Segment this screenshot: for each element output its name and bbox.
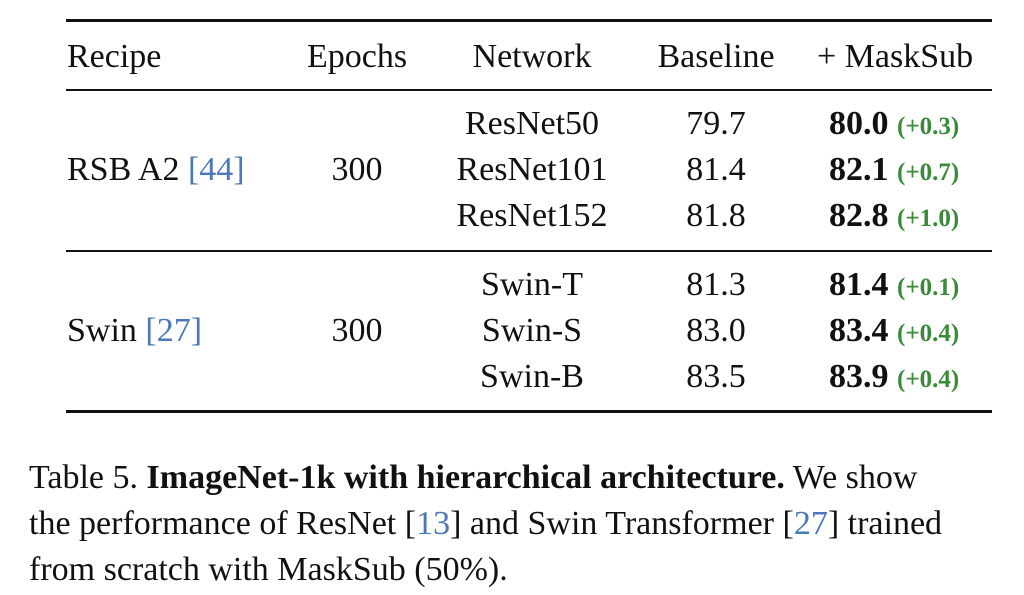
network-cell: ResNet50: [464, 105, 600, 142]
delta-value: (+0.3): [897, 113, 960, 140]
masksub-cell: 83.9 (+0.4): [829, 358, 960, 395]
header-network: Network: [472, 38, 592, 75]
table-bottom-rule: [66, 410, 992, 413]
header-masksub: + MaskSub: [817, 38, 974, 75]
caption-line-2: the performance of ResNet [13] and Swin …: [29, 505, 943, 542]
masksub-cell: 82.1 (+0.7): [829, 151, 960, 188]
caption-line-1: Table 5. ImageNet-1k with hierarchical a…: [29, 459, 918, 496]
caption-title: ImageNet-1k with hierarchical architectu…: [146, 459, 785, 496]
citation-link[interactable]: [44]: [187, 151, 245, 188]
network-cell: Swin-B: [480, 358, 584, 395]
header-epochs: Epochs: [306, 38, 408, 75]
citation-link[interactable]: 27: [793, 505, 828, 542]
epochs-rsb-a2: 300: [331, 151, 383, 188]
baseline-cell: 79.7: [686, 105, 746, 142]
table-caption: Table 5. ImageNet-1k with hierarchical a…: [29, 455, 1024, 593]
header-baseline: Baseline: [657, 38, 775, 75]
table-top-rule: [66, 19, 992, 22]
caption-line-3: from scratch with MaskSub (50%).: [29, 551, 508, 588]
baseline-cell: 83.0: [686, 312, 746, 349]
masksub-cell: 82.8 (+1.0): [829, 197, 960, 234]
caption-label: Table 5.: [29, 459, 139, 496]
network-cell: Swin-T: [481, 266, 583, 303]
citation-link[interactable]: [27]: [145, 312, 203, 349]
masksub-cell: 80.0 (+0.3): [829, 105, 960, 142]
network-cell: ResNet101: [456, 151, 608, 188]
masksub-cell: 81.4 (+0.1): [829, 266, 960, 303]
masksub-cell: 83.4 (+0.4): [829, 312, 960, 349]
baseline-cell: 83.5: [686, 358, 746, 395]
table-group-rule: [66, 250, 992, 252]
delta-value: (+0.4): [897, 320, 960, 347]
table-header-rule: [66, 89, 992, 91]
baseline-cell: 81.4: [686, 151, 746, 188]
recipe-rsb-a2: RSB A2 [44]: [67, 151, 245, 188]
network-cell: ResNet152: [456, 197, 608, 234]
delta-value: (+1.0): [897, 205, 960, 232]
delta-value: (+0.7): [897, 159, 960, 186]
baseline-cell: 81.3: [686, 266, 746, 303]
epochs-swin: 300: [331, 312, 383, 349]
delta-value: (+0.1): [897, 274, 960, 301]
delta-value: (+0.4): [897, 366, 960, 393]
recipe-swin: Swin [27]: [67, 312, 203, 349]
network-cell: Swin-S: [481, 312, 583, 349]
baseline-cell: 81.8: [686, 197, 746, 234]
citation-link[interactable]: 13: [416, 505, 451, 542]
header-recipe: Recipe: [67, 38, 162, 75]
